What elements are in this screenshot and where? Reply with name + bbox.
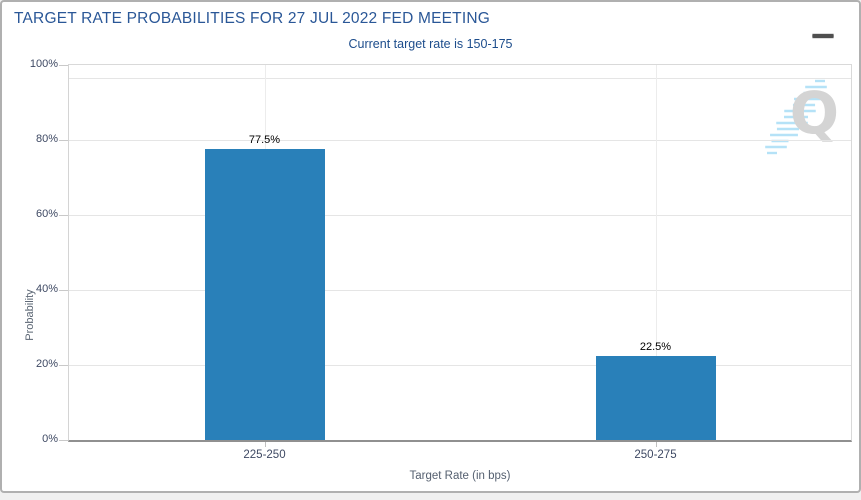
watermark-speed-lines [765, 79, 827, 155]
y-tick-label: 80% [35, 133, 58, 145]
watermark-q-letter: Q [789, 79, 839, 147]
y-tick-mark [59, 140, 68, 141]
x-tick-label: 225-250 [243, 449, 286, 461]
y-gridline [69, 215, 851, 216]
plot-area: Probability Target Rate (in bps) Q 0% 20%… [24, 58, 852, 482]
hamburger-menu-icon[interactable] [812, 18, 846, 38]
y-tick-mark [59, 215, 68, 216]
bar-225-250[interactable] [204, 149, 325, 440]
y-gridline [69, 140, 851, 141]
bar-value-label: 77.5% [248, 134, 281, 146]
x-tick-mark [655, 442, 657, 447]
x-tick-mark [264, 442, 266, 447]
menu-bar [812, 34, 834, 38]
chart-title: TARGET RATE PROBABILITIES FOR 27 JUL 202… [14, 10, 491, 27]
y-tick-label: 20% [35, 358, 58, 370]
y-tick-label: 60% [35, 208, 58, 220]
y-gridline [69, 290, 851, 291]
y-tick-label: 100% [29, 58, 58, 70]
y-tick-mark [59, 365, 68, 366]
x-gridline [655, 65, 657, 440]
bar-250-275[interactable] [595, 356, 716, 440]
y-tick-label: 0% [42, 433, 58, 445]
y-tick-mark [59, 440, 68, 441]
x-tick-label: 250-275 [634, 449, 677, 461]
y-gridline [69, 365, 851, 366]
bar-value-label: 22.5% [639, 341, 672, 353]
x-axis-title: Target Rate (in bps) [409, 470, 511, 482]
quikstrike-watermark-logo: Q [744, 69, 849, 169]
y-axis-title: Probability [24, 289, 36, 341]
y-tick-mark [59, 290, 68, 291]
y-tick-mark [59, 65, 68, 66]
y-tick-label: 40% [35, 283, 58, 295]
chart-subtitle: Current target rate is 150-175 [348, 37, 513, 51]
y-gridline-minor [69, 78, 851, 79]
